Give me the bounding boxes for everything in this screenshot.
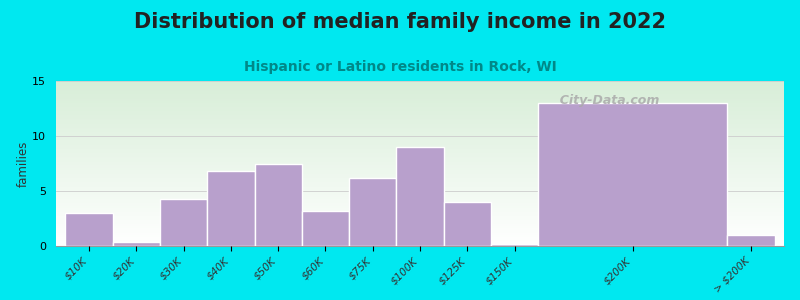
Bar bbox=[302, 211, 349, 246]
Bar bbox=[254, 164, 302, 246]
Bar bbox=[160, 199, 207, 246]
Bar bbox=[349, 178, 396, 246]
Bar bbox=[727, 235, 774, 246]
Text: Distribution of median family income in 2022: Distribution of median family income in … bbox=[134, 12, 666, 32]
Y-axis label: families: families bbox=[17, 140, 30, 187]
Text: City-Data.com: City-Data.com bbox=[551, 94, 659, 107]
Bar bbox=[396, 147, 444, 246]
Bar bbox=[66, 213, 113, 246]
Bar bbox=[444, 202, 491, 246]
Bar bbox=[207, 171, 254, 246]
Bar bbox=[491, 244, 538, 246]
Bar bbox=[113, 242, 160, 246]
Bar bbox=[538, 103, 727, 246]
Text: Hispanic or Latino residents in Rock, WI: Hispanic or Latino residents in Rock, WI bbox=[244, 60, 556, 74]
